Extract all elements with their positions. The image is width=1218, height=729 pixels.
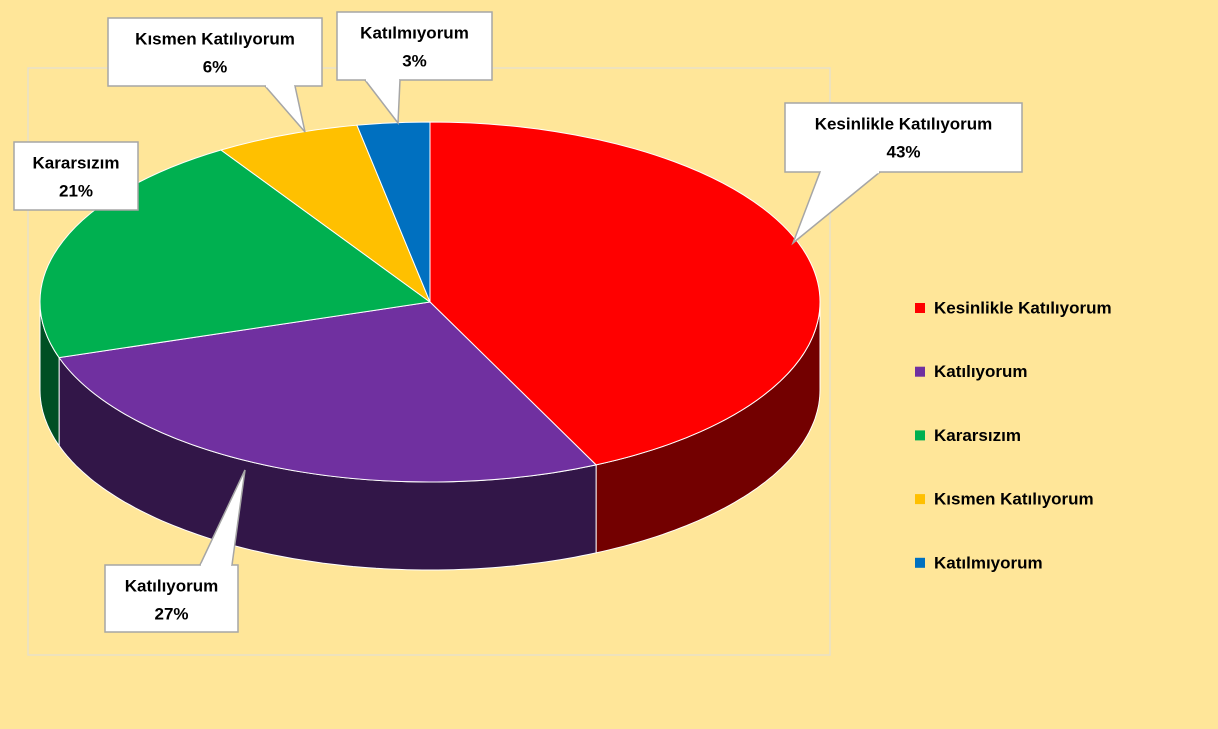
callout-pointer (364, 79, 401, 126)
callout-box (104, 564, 239, 633)
callout-box (784, 102, 1023, 173)
callout-box (13, 141, 139, 211)
slice (356, 121, 431, 303)
data-label: 3% (402, 51, 427, 70)
slice (58, 301, 598, 483)
data-label-name: Kesinlikle Katılıyorum (815, 114, 993, 133)
data-label: 21% (59, 181, 93, 200)
legend-swatch (915, 557, 925, 568)
data-label: 6% (203, 57, 228, 76)
legend-label: Kesinlikle Katılıyorum (934, 298, 1112, 317)
callout-box (107, 17, 323, 87)
data-label: 43% (886, 142, 920, 161)
slice (219, 124, 432, 304)
legend-label: Katılıyorum (934, 362, 1028, 381)
legend-label: Kararsızım (934, 426, 1021, 445)
legend-swatch (915, 366, 925, 377)
callout-pointer (264, 85, 306, 133)
data-label-name: Katılmıyorum (360, 23, 469, 42)
callout-pointer (791, 171, 881, 246)
legend-swatch (915, 303, 925, 313)
data-label-name: Kararsızım (33, 153, 120, 172)
legend-swatch (915, 494, 925, 505)
legend-label: Katılmıyorum (934, 553, 1043, 572)
legend-swatch (915, 430, 925, 441)
callout-pointer (199, 469, 246, 566)
slice (429, 121, 821, 466)
data-label-name: Kısmen Katılıyorum (135, 29, 295, 48)
callout-box (336, 11, 493, 81)
data-label: 27% (154, 604, 188, 623)
data-label-name: Katılıyorum (125, 576, 219, 595)
legend-label: Kısmen Katılıyorum (934, 490, 1094, 509)
